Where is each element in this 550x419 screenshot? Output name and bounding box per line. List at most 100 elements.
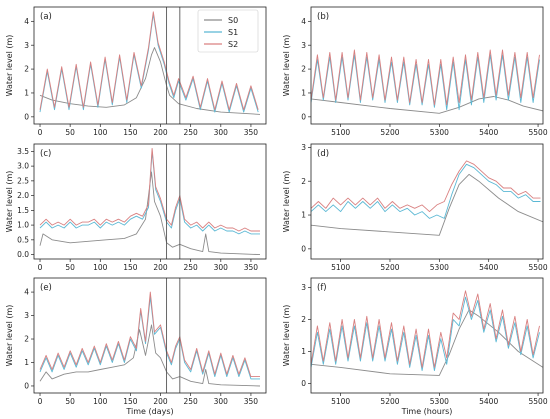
x-tick-label: 50 [65, 397, 75, 406]
series-line-S2 [311, 160, 541, 213]
series-line-S2 [311, 49, 540, 106]
series-group [311, 49, 543, 114]
panel-label: (f) [317, 283, 327, 293]
series-line-S0 [311, 173, 543, 236]
y-tick-label: 3.0 [17, 162, 29, 171]
x-tick-label: 5400 [479, 128, 498, 137]
x-tick-label: 5100 [331, 397, 350, 406]
axes-frame [33, 6, 267, 125]
panel-a: 0 50 100 150 200 250 300 350 0 1 2 3 4 (a) Water level… [5, 6, 267, 137]
y-tick-label: 0 [24, 112, 29, 121]
axes-frame [33, 143, 267, 260]
x-tick-label: 250 [184, 263, 199, 272]
x-tick-label: 350 [244, 263, 259, 272]
x-tick-label: 5500 [529, 263, 548, 272]
y-tick-label: 0 [301, 112, 306, 121]
x-tick-label: 150 [123, 397, 138, 406]
y-tick-label: 0.5 [17, 235, 29, 244]
x-tick-label: 0 [38, 263, 43, 272]
series-line-S2 [39, 147, 260, 232]
series-line-S0 [39, 47, 261, 115]
y-tick-label: 3 [24, 41, 29, 50]
y-axis-label: Water level (m) [282, 171, 291, 233]
series-group [39, 291, 261, 387]
x-tick-label: 100 [93, 128, 108, 137]
y-axis-label: Water level (m) [282, 35, 291, 97]
x-tick-label: 5300 [430, 263, 449, 272]
panel-e: 0 50 100 150 200 250 300 350 0 1 2 3 4 (e) Water level… [5, 277, 267, 416]
x-tick-label: 50 [65, 128, 75, 137]
y-tick-label: 2.0 [17, 191, 29, 200]
x-tick-label: 5300 [430, 397, 449, 406]
axes-frame [33, 277, 267, 394]
x-tick-label: 5400 [479, 397, 498, 406]
panel-c: 0 50 100 150 200 250 300 350 0.0 0.5 1.0 1.5 2.0 2.5 3… [5, 143, 267, 272]
x-tick-label: 150 [123, 128, 138, 137]
x-tick-label: 50 [65, 263, 75, 272]
y-axis-label: Water level (m) [5, 305, 14, 367]
y-tick-label: 0 [24, 382, 29, 391]
x-tick-label: 0 [38, 128, 43, 137]
x-tick-label: 0 [38, 397, 43, 406]
y-tick-label: 3 [301, 143, 306, 152]
y-tick-label: 2 [301, 177, 306, 186]
y-axis-label: Water level (m) [5, 171, 14, 233]
x-tick-label: 300 [214, 128, 229, 137]
x-tick-label: 5400 [479, 263, 498, 272]
x-tick-label: 5500 [529, 397, 548, 406]
y-tick-label: 3 [301, 41, 306, 50]
x-tick-label: 200 [153, 263, 168, 272]
x-tick-label: 350 [244, 128, 259, 137]
y-tick-label: 0.0 [17, 250, 29, 259]
y-tick-label: 4 [24, 17, 29, 26]
panel-label: (b) [317, 12, 329, 22]
y-tick-label: 3.5 [17, 147, 29, 156]
x-tick-label: 200 [153, 128, 168, 137]
x-tick-label: 250 [184, 128, 199, 137]
series-line-S0 [311, 96, 543, 114]
legend-label-S1: S1 [228, 28, 238, 37]
x-tick-label: 5100 [331, 263, 350, 272]
series-group [39, 11, 261, 115]
x-tick-label: 300 [214, 397, 229, 406]
series-group [39, 147, 261, 256]
series-line-S1 [311, 296, 540, 372]
series-line-S0 [311, 309, 543, 376]
x-tick-label: 100 [93, 263, 108, 272]
panel-f: 5100 5200 5300 5400 5500 0 1 2 3 (f) Water level (… [282, 277, 548, 416]
y-tick-label: 4 [24, 288, 29, 297]
x-tick-label: 100 [93, 397, 108, 406]
y-tick-label: 1 [24, 358, 29, 367]
y-tick-label: 2 [301, 65, 306, 74]
x-tick-label: 5200 [380, 128, 399, 137]
y-tick-label: 0 [301, 244, 306, 253]
y-tick-label: 4 [301, 17, 306, 26]
x-tick-label: 250 [184, 397, 199, 406]
y-tick-label: 1 [301, 89, 306, 98]
series-line-S2 [311, 290, 540, 368]
x-tick-label: 350 [244, 397, 259, 406]
y-tick-label: 1.5 [17, 206, 29, 215]
series-line-S2 [39, 11, 259, 111]
panel-d: 5100 5200 5300 5400 5500 0 1 2 3 (d) Water level (… [282, 143, 548, 272]
x-tick-label: 5300 [430, 128, 449, 137]
legend-label-S0: S0 [228, 16, 238, 25]
y-tick-label: 3 [301, 283, 306, 292]
x-tick-label: 200 [153, 397, 168, 406]
y-tick-label: 2 [301, 315, 306, 324]
x-tick-label: 300 [214, 263, 229, 272]
axes-frame [310, 277, 544, 394]
y-tick-label: 1 [301, 211, 306, 220]
y-tick-label: 0 [301, 379, 306, 388]
series-line-S1 [311, 163, 541, 219]
x-tick-label: 5200 [380, 397, 399, 406]
series-line-S1 [39, 296, 260, 380]
series-line-S0 [39, 324, 261, 387]
x-tick-label: 5200 [380, 263, 399, 272]
panel-label: (e) [40, 283, 52, 293]
y-tick-label: 2.5 [17, 176, 29, 185]
panel-label: (a) [40, 12, 52, 22]
series-line-S0 [39, 171, 261, 256]
y-axis-label: Water level (m) [282, 305, 291, 367]
